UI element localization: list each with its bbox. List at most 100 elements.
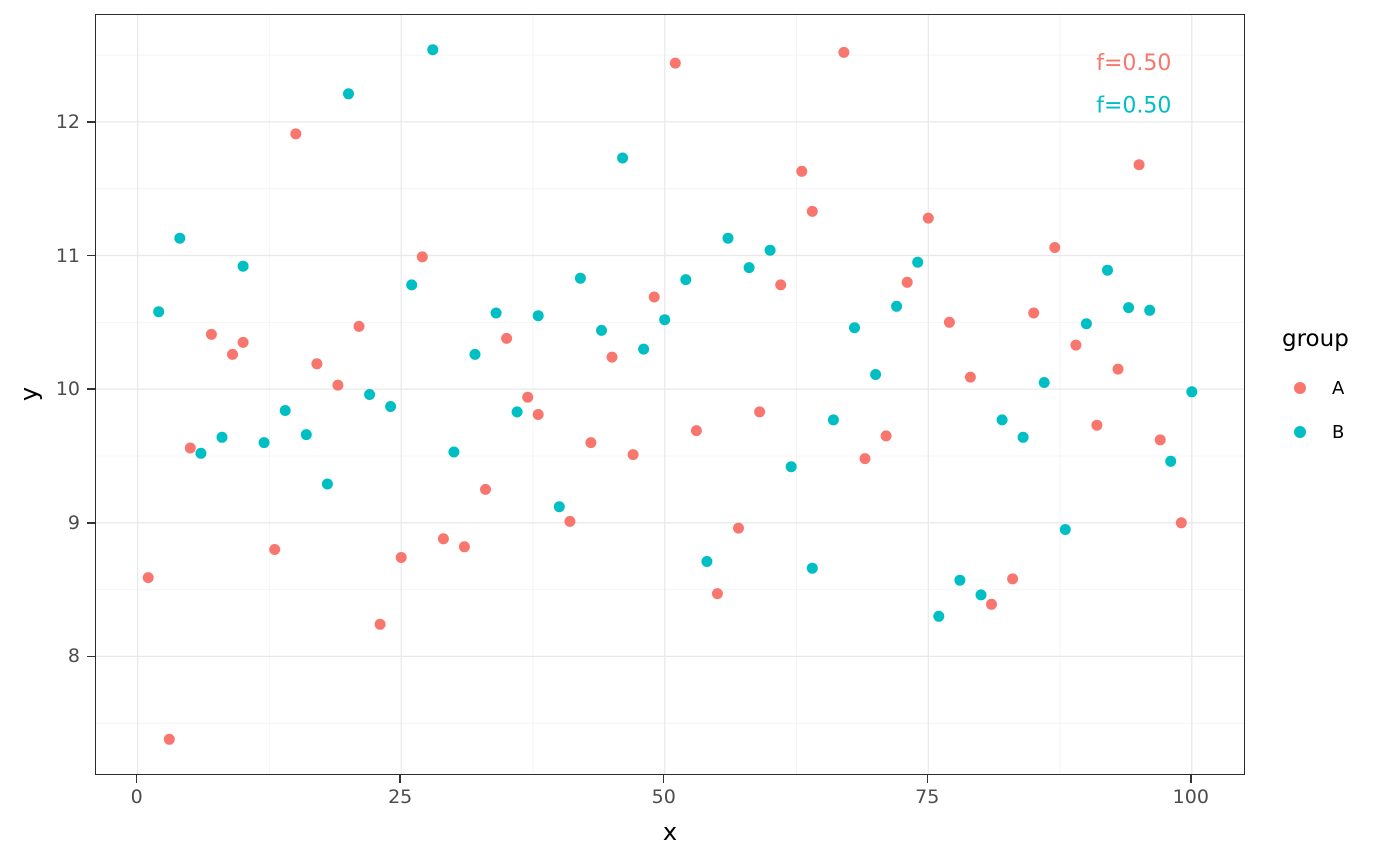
data-point-A: [986, 598, 997, 610]
plot-area: f=0.50 f=0.50: [96, 15, 1244, 774]
data-point-A: [374, 618, 386, 630]
data-point-B: [279, 405, 291, 416]
data-point-B: [638, 343, 650, 355]
data-point-B: [659, 314, 671, 326]
data-point-B: [574, 272, 586, 284]
x-axis-title: x: [662, 818, 678, 846]
data-point-A: [1091, 419, 1103, 431]
data-point-B: [427, 44, 439, 56]
data-point-B: [237, 260, 249, 272]
data-point-B: [891, 300, 903, 312]
data-point-B: [996, 414, 1008, 426]
data-point-A: [353, 320, 365, 332]
x-tick-mark: [399, 775, 401, 783]
data-point-A: [901, 276, 913, 288]
x-tick-label: 75: [915, 786, 940, 808]
data-point-A: [416, 251, 428, 263]
data-point-B: [743, 262, 755, 274]
data-point-A: [754, 406, 766, 418]
data-point-A: [227, 348, 238, 360]
data-point-A: [859, 453, 871, 465]
data-point-A: [733, 522, 744, 534]
data-point-A: [838, 46, 850, 58]
data-point-B: [785, 461, 797, 473]
data-point-B: [1102, 264, 1113, 276]
y-tick-label: 10: [55, 378, 80, 401]
data-point-B: [153, 306, 165, 318]
y-tick-mark: [87, 254, 95, 257]
data-point-A: [163, 733, 175, 745]
data-point-B: [1059, 524, 1071, 535]
data-point-A: [311, 358, 323, 370]
data-point-A: [1028, 307, 1040, 319]
data-point-B: [490, 307, 502, 319]
data-point-A: [1112, 363, 1124, 375]
data-point-A: [205, 328, 217, 340]
data-point-B: [258, 437, 270, 449]
x-tick-label: 25: [388, 786, 413, 808]
data-point-A: [501, 332, 513, 344]
data-point-B: [385, 401, 397, 412]
data-point-A: [690, 425, 702, 437]
data-point-A: [880, 430, 892, 442]
data-point-A: [437, 533, 449, 545]
data-point-B: [1038, 377, 1050, 388]
legend-key-A: [1282, 370, 1318, 406]
legend-dot-icon: [1294, 426, 1306, 438]
data-point-A: [669, 57, 681, 69]
data-point-A: [142, 572, 154, 584]
data-point-B: [300, 429, 312, 441]
legend-title: group: [1282, 326, 1349, 352]
data-point-B: [532, 310, 544, 322]
data-point-A: [522, 391, 534, 403]
data-point-B: [511, 406, 523, 418]
data-point-B: [195, 447, 207, 459]
x-tick-mark: [662, 775, 665, 783]
data-point-A: [532, 409, 544, 420]
y-tick-mark: [87, 655, 95, 658]
data-point-B: [216, 431, 228, 443]
data-point-B: [321, 478, 333, 490]
legend-label: A: [1332, 377, 1345, 399]
x-tick-label: 50: [651, 786, 676, 808]
data-point-A: [290, 128, 302, 140]
data-point-A: [1154, 434, 1166, 446]
data-point-B: [764, 244, 776, 256]
data-point-B: [1123, 302, 1135, 314]
data-point-B: [553, 501, 565, 513]
data-point-B: [1017, 431, 1029, 443]
annotation-text: f=0.50: [1096, 94, 1171, 119]
data-point-B: [870, 369, 882, 380]
data-point-A: [606, 351, 618, 363]
x-tick-label: 100: [1172, 786, 1209, 808]
data-point-A: [332, 379, 344, 391]
x-tick-mark: [135, 775, 138, 783]
data-point-B: [680, 274, 692, 286]
data-point-A: [1133, 159, 1145, 171]
x-tick-mark: [926, 775, 929, 783]
data-point-A: [585, 437, 597, 449]
data-point-A: [269, 544, 281, 555]
data-point-B: [1186, 386, 1198, 398]
data-point-A: [648, 291, 660, 303]
data-point-A: [237, 336, 249, 348]
data-point-B: [827, 414, 839, 426]
data-point-A: [1070, 339, 1082, 351]
data-point-A: [943, 316, 955, 328]
data-point-B: [849, 322, 860, 334]
legend-key-B: [1282, 414, 1318, 450]
y-tick-label: 11: [55, 244, 80, 267]
data-point-A: [1175, 517, 1187, 529]
data-point-A: [1049, 242, 1061, 253]
annotation-text: f=0.50: [1096, 51, 1171, 76]
data-point-A: [1007, 573, 1019, 585]
y-tick-mark: [87, 522, 95, 524]
legend-dot-icon: [1294, 382, 1306, 394]
legend-item-B: B: [1282, 410, 1349, 454]
data-point-A: [922, 212, 934, 224]
y-tick-mark: [87, 121, 95, 123]
legend-label: B: [1332, 421, 1345, 443]
data-point-B: [469, 348, 481, 360]
